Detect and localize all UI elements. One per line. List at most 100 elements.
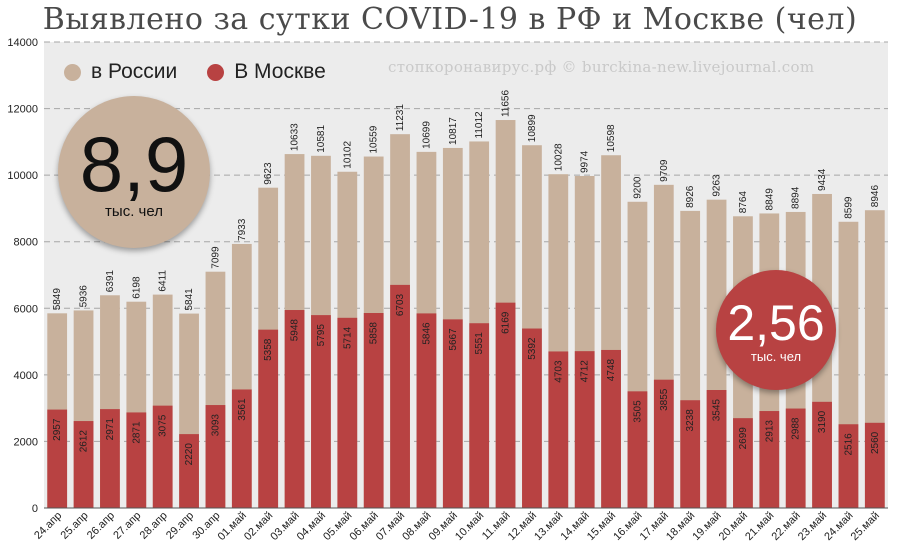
data-label-russia: 6198 xyxy=(131,276,142,299)
data-label-russia: 8894 xyxy=(791,186,802,209)
data-label-moscow: 4748 xyxy=(606,359,617,382)
y-tick-label: 14000 xyxy=(7,37,38,49)
bar-moscow xyxy=(100,409,120,508)
data-label-moscow: 5714 xyxy=(342,326,353,349)
x-tick-label: 01.май xyxy=(216,510,249,543)
x-tick-label: 19.май xyxy=(690,510,723,543)
x-tick-label: 20.май xyxy=(717,510,750,543)
data-label-russia: 9263 xyxy=(712,174,723,197)
x-tick-label: 02.май xyxy=(242,510,275,543)
x-tick-label: 18.май xyxy=(664,510,697,543)
y-tick-label: 8000 xyxy=(14,237,38,249)
data-label-russia: 8764 xyxy=(738,191,749,214)
y-tick-label: 4000 xyxy=(14,370,38,382)
x-tick-label: 28.апр xyxy=(138,510,170,542)
bar-moscow xyxy=(812,401,832,508)
chart-title: Выявлено за сутки COVID-19 в РФ и Москве… xyxy=(42,2,858,37)
data-label-moscow: 2699 xyxy=(738,427,749,450)
y-tick-label: 10000 xyxy=(7,170,38,182)
data-label-moscow: 3075 xyxy=(158,414,169,437)
data-label-russia: 7099 xyxy=(210,246,221,269)
x-tick-label: 16.май xyxy=(611,510,644,543)
y-tick-label: 2000 xyxy=(14,436,38,448)
data-label-russia: 8599 xyxy=(843,196,854,219)
data-label-moscow: 2957 xyxy=(52,418,63,441)
bar-moscow xyxy=(522,328,542,508)
data-label-russia: 10028 xyxy=(553,143,564,171)
data-label-russia: 9200 xyxy=(632,176,643,199)
x-tick-label: 12.май xyxy=(506,510,539,543)
data-label-moscow: 3238 xyxy=(685,409,696,432)
bar-moscow xyxy=(258,329,279,508)
legend-swatch-moscow xyxy=(207,63,225,81)
data-label-russia: 8946 xyxy=(870,185,881,208)
x-tick-label: 25.апр xyxy=(59,510,91,542)
x-tick-label: 29.апр xyxy=(164,510,196,542)
russia-total-badge: 8,9 тыс. чел xyxy=(58,96,210,248)
x-tick-label: 26.апр xyxy=(85,510,117,542)
x-tick-label: 27.апр xyxy=(111,510,143,542)
data-label-moscow: 3505 xyxy=(632,400,643,423)
data-label-russia: 10699 xyxy=(421,121,432,149)
x-tick-label: 17.май xyxy=(638,510,671,543)
data-label-russia: 9434 xyxy=(817,168,828,191)
russia-total-value: 8,9 xyxy=(79,119,189,208)
data-label-russia: 10102 xyxy=(342,141,353,169)
bar-moscow xyxy=(73,421,94,508)
x-tick-label: 14.май xyxy=(558,510,591,543)
x-tick-label: 04.май xyxy=(295,510,328,543)
data-label-russia: 9623 xyxy=(263,162,274,185)
data-label-moscow: 5846 xyxy=(421,322,432,345)
y-tick-label: 6000 xyxy=(14,303,38,315)
data-label-russia: 10581 xyxy=(316,125,327,153)
x-tick-label: 03.май xyxy=(268,510,301,543)
x-tick-label: 05.май xyxy=(321,510,354,543)
moscow-total-value: 2,56 xyxy=(727,294,825,351)
x-tick-label: 09.май xyxy=(427,510,460,543)
bar-moscow xyxy=(627,391,648,508)
plot-area: 0 2000 4000 6000 8000 10000 12000 14000 5849 2957… xyxy=(7,37,888,543)
data-label-russia: 5841 xyxy=(184,288,195,311)
data-label-russia: 11656 xyxy=(501,90,512,118)
x-tick-label: 13.май xyxy=(532,510,565,543)
data-label-moscow: 2871 xyxy=(131,421,142,444)
legend-item-moscow: В Москве xyxy=(207,60,326,84)
data-label-russia: 10559 xyxy=(369,125,380,153)
legend-label-russia: в России xyxy=(91,60,178,83)
data-label-russia: 10598 xyxy=(606,124,617,152)
x-tick-label: 23.май xyxy=(796,510,829,543)
x-tick-label: 06.май xyxy=(347,510,380,543)
bar-moscow xyxy=(284,310,305,508)
x-tick-label: 15.май xyxy=(585,510,618,543)
data-label-moscow: 4703 xyxy=(553,360,564,383)
data-label-russia: 10899 xyxy=(527,114,538,142)
data-label-moscow: 5392 xyxy=(527,337,538,360)
data-label-moscow: 5795 xyxy=(316,324,327,347)
data-label-moscow: 3561 xyxy=(237,398,248,421)
bar-moscow xyxy=(442,319,463,508)
bar-moscow xyxy=(126,412,147,508)
x-tick-label: 22.май xyxy=(769,510,802,543)
bar-moscow xyxy=(706,390,727,508)
watermark: стопкоронавирус.рф © burckina-new.livejo… xyxy=(388,58,815,76)
data-label-russia: 8926 xyxy=(685,185,696,208)
x-tick-label: 07.май xyxy=(374,510,407,543)
data-label-moscow: 5858 xyxy=(369,322,380,345)
legend-label-moscow: В Москве xyxy=(234,60,326,83)
data-label-moscow: 3190 xyxy=(817,410,828,433)
data-label-russia: 6411 xyxy=(158,270,169,292)
data-label-moscow: 4712 xyxy=(580,360,591,383)
legend-item-russia: в России xyxy=(64,60,177,84)
bar-moscow xyxy=(495,302,516,508)
bar-moscow xyxy=(653,379,674,508)
x-tick-label: 10.май xyxy=(453,510,486,543)
data-label-moscow: 5948 xyxy=(290,319,301,342)
legend-swatch-russia xyxy=(64,63,81,81)
data-label-moscow: 5358 xyxy=(263,338,274,361)
y-tick-label: 12000 xyxy=(7,104,38,116)
x-tick-label: 08.май xyxy=(400,510,433,543)
data-label-moscow: 3093 xyxy=(210,414,221,437)
legend: в России В Москве xyxy=(64,60,356,84)
data-label-moscow: 3855 xyxy=(659,388,670,411)
